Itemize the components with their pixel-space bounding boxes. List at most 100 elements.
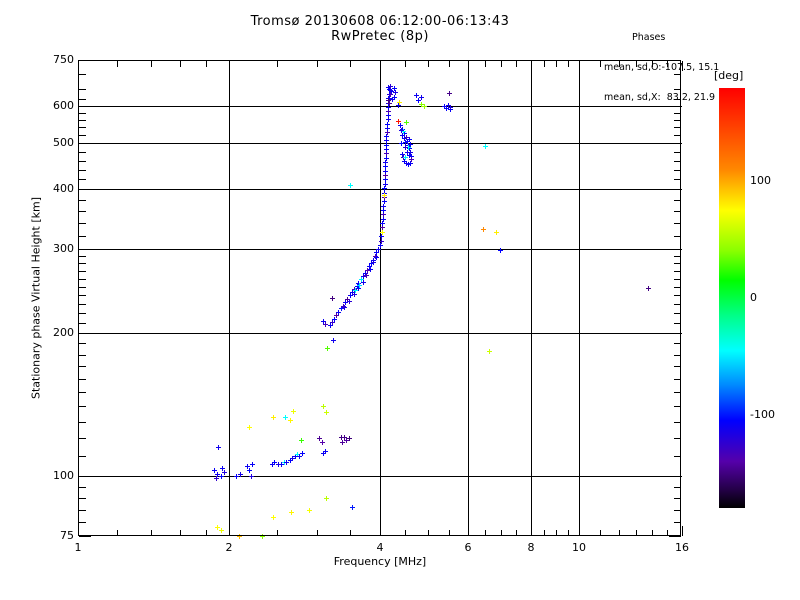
data-point [332, 317, 337, 322]
data-point [384, 143, 389, 148]
x-major-tick [682, 61, 683, 71]
x-minor-tick [619, 530, 620, 536]
data-point [368, 267, 373, 272]
data-point [260, 534, 265, 539]
data-point [383, 169, 388, 174]
y-minor-tick [79, 89, 86, 90]
data-point [317, 436, 322, 441]
data-point [384, 151, 389, 156]
data-point [334, 313, 339, 318]
data-point [444, 106, 449, 111]
data-point [321, 404, 326, 409]
data-point [344, 438, 349, 443]
data-point [234, 474, 239, 479]
data-point [374, 250, 379, 255]
data-point [271, 515, 276, 520]
x-minor-tick [277, 530, 278, 536]
y-minor-tick [674, 179, 681, 180]
x-minor-tick [405, 61, 406, 67]
data-point [361, 274, 366, 279]
colorbar-tick-label: 0 [750, 291, 757, 304]
x-major-tick [380, 526, 381, 536]
x-minor-tick [556, 530, 557, 536]
x-major-tick [468, 61, 469, 71]
y-minor-tick [79, 422, 86, 423]
y-minor-tick [79, 152, 86, 153]
data-point [295, 452, 300, 457]
data-point [386, 113, 391, 118]
y-minor-tick [674, 120, 681, 121]
data-point [382, 193, 387, 198]
y-minor-tick [79, 438, 86, 439]
y-minor-tick [79, 406, 86, 407]
plot-border [78, 60, 681, 536]
x-minor-tick [180, 530, 181, 536]
data-point [383, 173, 388, 178]
data-point [494, 230, 499, 235]
data-point [353, 288, 358, 293]
y-minor-tick [79, 256, 86, 257]
data-point [288, 458, 293, 463]
data-point [361, 280, 366, 285]
data-point [347, 299, 352, 304]
x-minor-tick [180, 61, 181, 67]
data-point [340, 440, 345, 445]
data-point [276, 462, 281, 467]
data-point [359, 277, 364, 282]
x-minor-tick [277, 61, 278, 67]
data-point [291, 409, 296, 414]
y-minor-tick [79, 170, 86, 171]
data-point [352, 292, 357, 297]
x-minor-tick [667, 61, 668, 67]
data-point [367, 264, 372, 269]
data-point [341, 304, 346, 309]
y-minor-tick [674, 355, 681, 356]
y-minor-tick [674, 170, 681, 171]
y-tick-label: 300 [53, 242, 74, 255]
data-point [407, 146, 412, 151]
x-major-tick [531, 526, 532, 536]
data-point [245, 464, 250, 469]
x-major-tick [468, 526, 469, 536]
y-major-tick [79, 143, 91, 144]
y-minor-tick [79, 392, 86, 393]
y-major-tick [79, 106, 91, 107]
x-tick-label: 16 [675, 541, 689, 554]
data-point [331, 338, 336, 343]
phases-header: Phases [632, 32, 666, 43]
data-point [400, 127, 405, 132]
data-point [646, 286, 651, 291]
data-point [330, 320, 335, 325]
x-minor-tick [544, 530, 545, 536]
data-point [365, 268, 370, 273]
x-minor-tick [568, 530, 569, 536]
data-point [249, 474, 254, 479]
y-minor-tick [79, 236, 86, 237]
data-point [270, 462, 275, 467]
y-minor-tick [674, 256, 681, 257]
x-minor-tick [317, 61, 318, 67]
y-major-tick [669, 143, 681, 144]
data-point [400, 152, 405, 157]
data-point [355, 284, 360, 289]
y-minor-tick [674, 304, 681, 305]
y-minor-tick [674, 99, 681, 100]
data-point [352, 287, 357, 292]
data-point [284, 460, 289, 465]
phases-x-mode-stats: mean, sd,X: 83.2, 21.9 [604, 92, 716, 103]
gridline-horizontal [78, 106, 682, 107]
y-minor-tick [79, 456, 86, 457]
y-minor-tick [674, 279, 681, 280]
data-point [402, 159, 407, 164]
data-point [403, 145, 408, 150]
y-major-tick [79, 333, 91, 334]
y-major-tick [79, 536, 91, 537]
data-point [379, 234, 384, 239]
x-tick-label: 1 [74, 541, 82, 554]
data-point [483, 144, 488, 149]
data-point [272, 460, 277, 465]
data-point [386, 85, 391, 90]
data-point [387, 101, 392, 106]
y-minor-tick [79, 127, 86, 128]
data-point [212, 468, 217, 473]
